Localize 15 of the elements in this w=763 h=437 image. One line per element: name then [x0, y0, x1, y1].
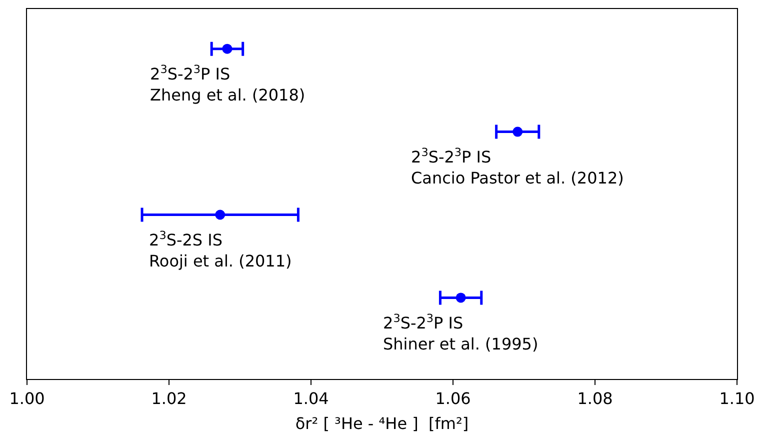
point [512, 126, 523, 137]
x-tick-label: 1.08 [577, 389, 613, 408]
x-tick-label: 1.02 [151, 389, 187, 408]
y-tick-label: 2$^{3}$S-2$^{3}$P IS Cancio Pastor et al. (2012) [411, 146, 624, 188]
y-tick-label: 2$^{3}$S-2S IS Rooji et al. (2011) [149, 229, 292, 271]
x-tick-label: 1.04 [293, 389, 329, 408]
x-tick-label: 1.10 [719, 389, 755, 408]
y-tick-label: 2$^{3}$S-2$^{3}$P IS Zheng et al. (2018) [150, 63, 306, 105]
x-tick-label: 1.00 [9, 389, 45, 408]
x-tick-label: 1.06 [435, 389, 471, 408]
y-tick-label: 2$^{3}$S-2$^{3}$P IS Shiner et al. (1995) [383, 312, 538, 354]
x-axis-title: δr² [ ³He - ⁴He ] [fm²] [295, 414, 469, 433]
point [215, 210, 226, 220]
point [456, 292, 466, 303]
point [222, 44, 232, 54]
